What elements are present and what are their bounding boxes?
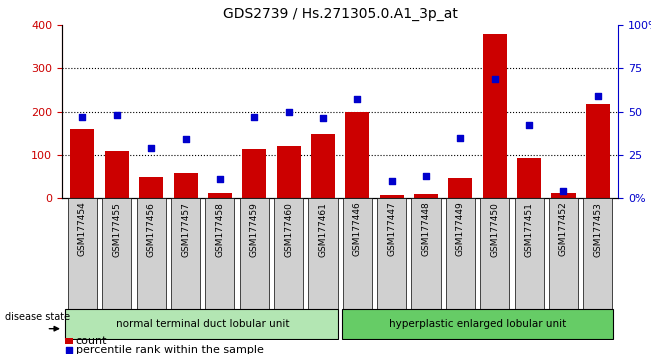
Point (490, 76, 500, 81)
Point (421, 173, 431, 178)
Text: count: count (76, 336, 107, 346)
Text: GSM177458: GSM177458 (215, 202, 225, 257)
FancyBboxPatch shape (205, 198, 234, 312)
Text: GSM177452: GSM177452 (559, 202, 568, 256)
FancyBboxPatch shape (65, 309, 339, 339)
Point (77, 114, 88, 120)
Point (352, 97, 363, 102)
Bar (483, 34, 506, 198)
Bar (208, 193, 232, 198)
Title: GDS2739 / Hs.271305.0.A1_3p_at: GDS2739 / Hs.271305.0.A1_3p_at (223, 7, 458, 21)
Text: GSM177451: GSM177451 (525, 202, 534, 257)
Text: GSM177455: GSM177455 (113, 202, 121, 257)
Bar (380, 195, 404, 198)
Text: percentile rank within the sample: percentile rank within the sample (76, 345, 264, 354)
Bar (449, 178, 473, 198)
Point (180, 136, 191, 142)
Point (111, 112, 122, 118)
Bar (242, 149, 266, 198)
FancyBboxPatch shape (240, 198, 269, 312)
Bar (551, 193, 575, 198)
Bar (105, 152, 129, 198)
Text: normal terminal duct lobular unit: normal terminal duct lobular unit (116, 319, 290, 329)
Bar (139, 177, 163, 198)
FancyBboxPatch shape (549, 198, 578, 312)
Text: GSM177453: GSM177453 (593, 202, 602, 257)
FancyBboxPatch shape (102, 198, 132, 312)
FancyBboxPatch shape (514, 198, 544, 312)
FancyBboxPatch shape (342, 309, 613, 339)
Point (524, 122, 534, 128)
Point (283, 109, 294, 114)
Text: GSM177460: GSM177460 (284, 202, 293, 257)
Point (318, 116, 328, 121)
Bar (174, 173, 197, 198)
Text: GSM177446: GSM177446 (353, 202, 362, 256)
Bar (311, 134, 335, 198)
Text: GSM177450: GSM177450 (490, 202, 499, 257)
Bar (414, 194, 438, 198)
FancyBboxPatch shape (446, 198, 475, 312)
Point (215, 176, 225, 182)
Text: GSM177461: GSM177461 (318, 202, 327, 257)
Bar (70, 129, 94, 198)
FancyBboxPatch shape (377, 198, 406, 312)
Bar (345, 112, 369, 198)
Bar (277, 146, 301, 198)
Text: hyperplastic enlarged lobular unit: hyperplastic enlarged lobular unit (389, 319, 566, 329)
Point (455, 135, 465, 140)
Point (387, 178, 397, 184)
Text: GSM177459: GSM177459 (250, 202, 258, 257)
Point (146, 145, 156, 151)
FancyBboxPatch shape (309, 198, 338, 312)
FancyBboxPatch shape (411, 198, 441, 312)
Bar (65, 338, 72, 344)
FancyBboxPatch shape (583, 198, 613, 312)
Bar (586, 104, 610, 198)
FancyBboxPatch shape (480, 198, 509, 312)
Point (592, 93, 603, 99)
Text: GSM177456: GSM177456 (146, 202, 156, 257)
Text: GSM177457: GSM177457 (181, 202, 190, 257)
FancyBboxPatch shape (171, 198, 200, 312)
FancyBboxPatch shape (274, 198, 303, 312)
Text: GSM177449: GSM177449 (456, 202, 465, 256)
FancyBboxPatch shape (137, 198, 166, 312)
Text: GSM177447: GSM177447 (387, 202, 396, 256)
Point (64, 347, 74, 353)
Point (249, 114, 260, 120)
Bar (517, 158, 541, 198)
Point (559, 188, 569, 194)
Text: disease state: disease state (5, 312, 70, 322)
FancyBboxPatch shape (68, 198, 97, 312)
Text: GSM177448: GSM177448 (422, 202, 430, 256)
FancyBboxPatch shape (342, 198, 372, 312)
Text: GSM177454: GSM177454 (78, 202, 87, 256)
